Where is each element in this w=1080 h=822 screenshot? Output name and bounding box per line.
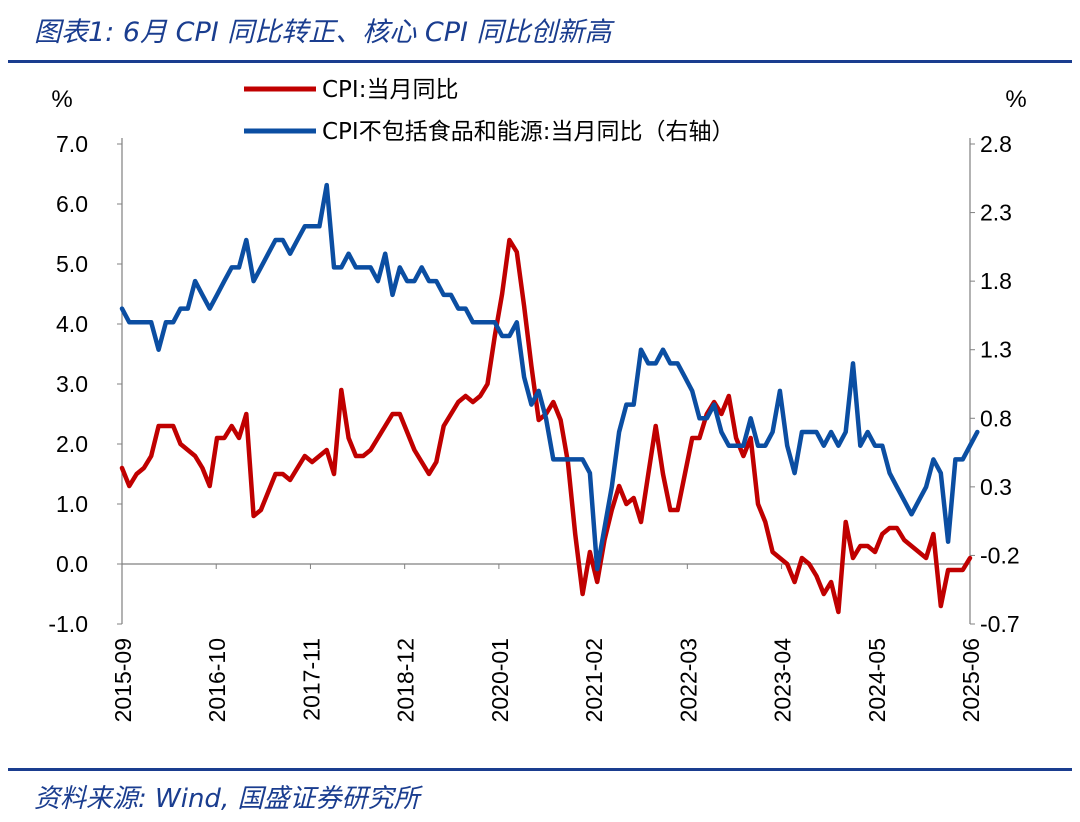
left-tick-label: 2.0: [56, 431, 88, 457]
x-tick-label: 2020-01: [487, 638, 513, 722]
x-tick-label: 2024-05: [864, 638, 890, 722]
left-tick-label: 1.0: [56, 491, 88, 517]
left-tick-label: -1.0: [48, 611, 88, 637]
x-tick-label: 2018-12: [393, 638, 419, 722]
x-tick-label: 2015-09: [110, 638, 136, 722]
chart-title: 图表1: 6月 CPI 同比转正、核心 CPI 同比创新高: [34, 17, 612, 48]
x-tick-label: 2025-06: [958, 638, 984, 722]
legend-group: CPI:当月同比 CPI不包括食品和能源:当月同比（右轴）: [244, 77, 734, 145]
left-tick-label: 7.0: [56, 131, 88, 157]
left-tick-label: 6.0: [56, 191, 88, 217]
left-tick-label: 5.0: [56, 251, 88, 277]
x-tick-label: 2016-10: [204, 638, 230, 722]
right-tick-label: 1.3: [980, 337, 1012, 363]
left-tick-label: 3.0: [56, 371, 88, 397]
x-tick-label: 2023-04: [770, 638, 796, 723]
left-tick-label: 0.0: [56, 551, 88, 577]
right-tick-label: 2.8: [980, 131, 1012, 157]
axes-group: % % 7.0 6.0 5.0 4.0 3.0 2.0 1.0 0.0 -1.0 2.8 2.3 1.8 1…: [48, 86, 1026, 722]
right-tick-label: -0.7: [980, 611, 1020, 637]
x-tick-label: 2021-02: [581, 638, 607, 722]
series-group: [119, 182, 980, 615]
x-tick-label: 2017-11: [298, 638, 324, 721]
x-tick-label: 2022-03: [675, 638, 701, 722]
right-tick-label: 2.3: [980, 200, 1012, 226]
legend-label-core: CPI不包括食品和能源:当月同比（右轴）: [322, 119, 734, 145]
legend-label-cpi: CPI:当月同比: [322, 77, 458, 103]
core-cpi-series-line: [119, 182, 980, 572]
cpi-line-chart: % % 7.0 6.0 5.0 4.0 3.0 2.0 1.0 0.0 -1.0 2.8 2.3 1.8 1…: [48, 77, 1026, 722]
left-tick-label: 4.0: [56, 311, 88, 337]
right-tick-label: 0.8: [980, 405, 1012, 431]
right-tick-label: -0.2: [980, 542, 1020, 568]
source-note: 资料来源: Wind, 国盛证券研究所: [34, 784, 420, 814]
bottom-rule: [8, 768, 1072, 771]
top-rule: [8, 60, 1072, 63]
left-unit-label: %: [51, 86, 72, 113]
right-unit-label: %: [1005, 86, 1026, 113]
right-tick-label: 1.8: [980, 268, 1012, 294]
right-tick-label: 0.3: [980, 474, 1012, 500]
